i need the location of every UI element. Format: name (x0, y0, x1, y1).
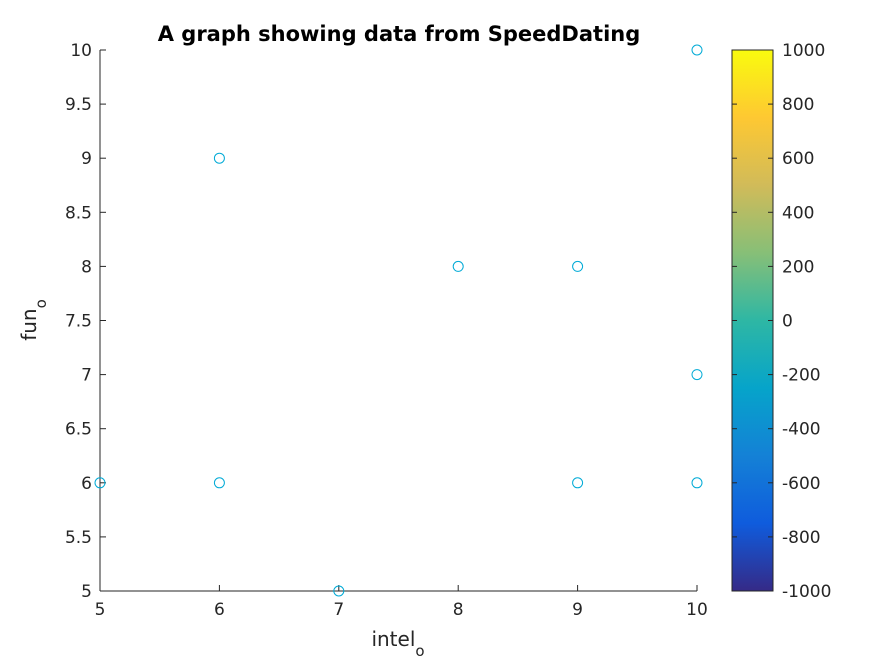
y-axis-title-base: fun (17, 308, 41, 340)
colorbar-tick-label: -200 (782, 366, 821, 386)
y-tick-label: 7 (81, 366, 92, 386)
y-tick-label: 8.5 (65, 203, 92, 223)
data-point (572, 260, 584, 272)
x-axis-title: intelo (371, 627, 424, 660)
colorbar-tick-label: 800 (782, 95, 814, 115)
data-points (94, 44, 703, 597)
data-point (691, 369, 703, 381)
colorbar-ticks: 1000 800 600 400 200 0 -200 -400 -600 -800 -1000 (732, 41, 831, 602)
x-tick-label: 10 (686, 600, 708, 620)
y-tick-label: 9.5 (65, 95, 92, 115)
colorbar-tick-label: -600 (782, 474, 821, 494)
colorbar-tick-label: -800 (782, 528, 821, 548)
plot-frame (100, 50, 697, 591)
x-axis-title-subscript: o (415, 642, 424, 660)
y-tick-label: 5.5 (65, 528, 92, 548)
y-ticks: 5 5.5 6 6.5 7 7.5 8 8.5 9 9.5 10 (65, 41, 106, 602)
data-point (94, 477, 106, 489)
y-tick-label: 7.5 (65, 312, 92, 332)
colorbar: 1000 800 600 400 200 0 -200 -400 -600 -800 -1000 (731, 41, 831, 602)
colorbar-tick-label: 400 (782, 203, 814, 223)
y-tick-label: 10 (70, 41, 92, 61)
y-tick-label: 8 (81, 257, 92, 277)
x-ticks: 5 6 7 8 9 10 (95, 585, 708, 620)
data-point (691, 44, 703, 56)
x-tick-label: 6 (214, 600, 225, 620)
y-tick-label: 9 (81, 149, 92, 169)
data-point (213, 152, 225, 164)
colorbar-gradient (731, 49, 774, 592)
colorbar-tick-label: 0 (782, 312, 793, 332)
x-tick-label: 7 (333, 600, 344, 620)
colorbar-tick-label: 200 (782, 257, 814, 277)
plot-area: 5 6 7 8 9 10 5 5.5 6 6.5 7 7.5 8 8.5 9 9.5 10 (65, 41, 708, 620)
data-point (452, 260, 464, 272)
y-tick-label: 6 (81, 474, 92, 494)
chart-title: A graph showing data from SpeedDating (158, 22, 641, 46)
y-tick-label: 5 (81, 582, 92, 602)
x-tick-label: 8 (453, 600, 464, 620)
y-tick-label: 6.5 (65, 420, 92, 440)
y-axis-title-subscript: o (32, 299, 50, 308)
colorbar-tick-label: -1000 (782, 582, 831, 602)
x-tick-label: 5 (95, 600, 106, 620)
data-point (691, 477, 703, 489)
data-point (333, 585, 345, 597)
colorbar-tick-label: 600 (782, 149, 814, 169)
data-point (572, 477, 584, 489)
colorbar-tick-label: 1000 (782, 41, 825, 61)
x-tick-label: 9 (572, 600, 583, 620)
data-point (213, 477, 225, 489)
x-axis-title-base: intel (371, 627, 415, 651)
colorbar-tick-label: -400 (782, 420, 821, 440)
y-axis-title: funo (17, 299, 50, 341)
